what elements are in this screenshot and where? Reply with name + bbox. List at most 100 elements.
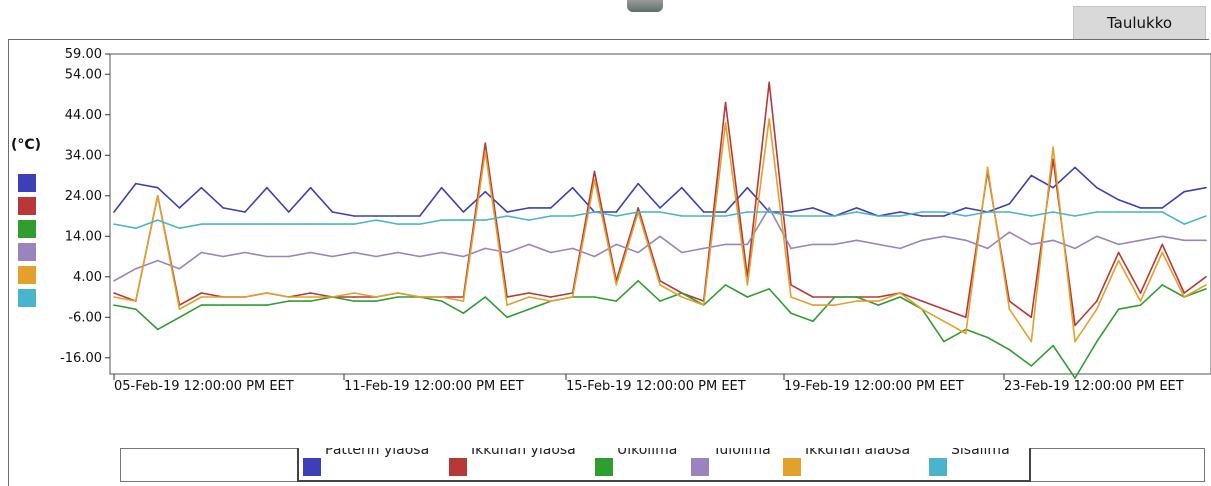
data-point (593, 296, 596, 298)
data-point (200, 296, 203, 298)
data-point (331, 211, 334, 213)
data-point (1074, 215, 1076, 217)
data-point (812, 296, 814, 298)
data-point (550, 296, 552, 298)
data-point (200, 186, 203, 189)
legend-label: Patterin yläosa (325, 448, 430, 458)
data-point (506, 316, 508, 319)
data-point (1161, 235, 1164, 238)
y-tick-label: -6.00 (68, 310, 102, 325)
data-point (746, 243, 749, 246)
data-point (964, 215, 967, 217)
data-point (266, 223, 268, 225)
data-point (1074, 247, 1076, 250)
data-point (506, 251, 508, 254)
data-point (418, 223, 421, 225)
data-point (135, 267, 137, 270)
data-point (681, 186, 683, 189)
data-point (702, 211, 705, 213)
data-point (200, 292, 203, 294)
data-point (899, 296, 902, 298)
data-point (528, 296, 530, 298)
data-point (1205, 215, 1207, 217)
data-point (1183, 296, 1185, 298)
data-point (1096, 300, 1098, 302)
data-point (156, 219, 159, 221)
data-point (309, 251, 312, 254)
toolbar-icon[interactable] (627, 0, 663, 12)
data-point (833, 215, 836, 217)
series-swatch (18, 174, 36, 192)
data-point (1205, 239, 1207, 242)
legend-box: Patterin yläosa Ikkunan yläosa Ulkoilma Tul… (120, 448, 1205, 482)
series-swatch (18, 289, 36, 307)
data-point (571, 247, 574, 250)
data-point (1030, 340, 1033, 343)
data-point (1052, 146, 1054, 148)
data-point (681, 296, 683, 298)
data-point (222, 296, 224, 298)
data-point (833, 304, 836, 306)
data-point (921, 308, 923, 310)
data-point (921, 215, 923, 217)
data-point (1117, 308, 1120, 310)
data-point (790, 247, 792, 250)
data-point (877, 215, 880, 217)
plot-area (109, 53, 1211, 375)
data-point (1096, 340, 1098, 343)
data-point (266, 186, 268, 189)
data-point (528, 207, 530, 209)
data-point (375, 219, 377, 221)
data-point (1183, 223, 1185, 225)
taulukko-tab[interactable]: Taulukko (1073, 6, 1206, 39)
data-point (899, 292, 902, 294)
data-point (899, 215, 902, 217)
data-point (746, 296, 749, 298)
y-tick-label: 54.00 (65, 67, 102, 82)
series-swatch (18, 266, 36, 284)
data-point (287, 300, 290, 302)
data-point (1030, 243, 1033, 246)
data-point (986, 336, 989, 339)
data-point (790, 284, 792, 286)
data-point (550, 300, 552, 302)
x-tick-label: 05-Feb-19 12:00:00 PM EET (114, 379, 294, 394)
data-point (397, 292, 399, 294)
data-point (244, 296, 246, 298)
data-point (309, 300, 312, 302)
data-point (1205, 275, 1207, 278)
data-point (877, 243, 880, 246)
data-point (440, 300, 443, 302)
data-point (222, 223, 224, 225)
data-point (287, 255, 290, 258)
data-point (593, 178, 596, 181)
data-point (812, 304, 814, 306)
data-point (768, 211, 770, 213)
data-point (484, 150, 487, 153)
data-point (921, 211, 923, 213)
data-point (440, 296, 443, 298)
data-point (418, 255, 421, 258)
data-point (593, 170, 596, 173)
data-point (418, 296, 421, 298)
data-point (615, 300, 618, 302)
data-point (943, 340, 945, 343)
data-point (1074, 377, 1076, 379)
data-point (200, 251, 203, 254)
data-point (178, 207, 181, 209)
data-point (724, 284, 727, 286)
data-point (178, 308, 181, 310)
y-tick-label: -16.00 (60, 351, 102, 366)
data-point (724, 211, 727, 213)
data-point (506, 211, 508, 213)
data-point (986, 166, 989, 169)
data-point (615, 215, 618, 217)
data-point (353, 292, 356, 294)
data-point (571, 215, 574, 217)
legend: Patterin yläosa Ikkunan yläosa Ulkoilma Tul… (297, 448, 1031, 482)
data-point (1008, 308, 1011, 310)
data-point (287, 296, 290, 298)
data-point (462, 312, 465, 315)
data-point (222, 304, 224, 306)
data-point (571, 296, 574, 298)
